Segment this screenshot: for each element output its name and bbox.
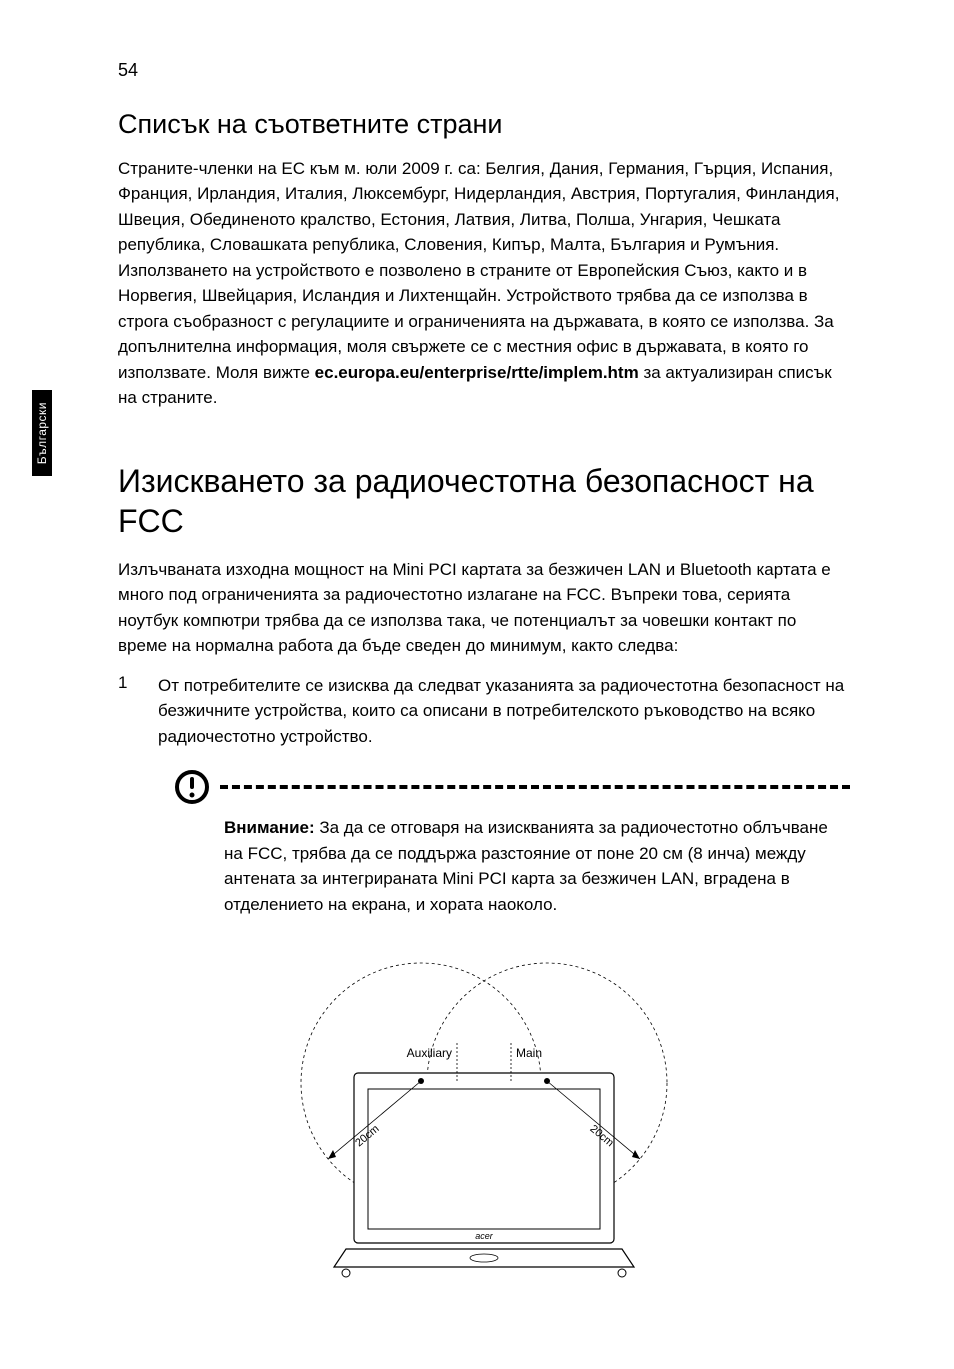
callout-header xyxy=(174,769,850,805)
aux-label: Auxiliary xyxy=(407,1046,452,1060)
page-content: Списък на съответните страни Страните-чл… xyxy=(118,108,850,1283)
section1-paragraph: Страните-членки на ЕС към м. юли 2009 г.… xyxy=(118,156,850,411)
language-side-label: Български xyxy=(35,402,49,464)
section1-url: ec.europa.eu/enterprise/rtte/implem.htm xyxy=(315,363,639,382)
attention-icon xyxy=(174,769,210,805)
attention-callout: Внимание: За да се отговаря на изисквани… xyxy=(174,769,850,917)
laptop-antenna-svg: acer Auxiliary Main 20cm 20cm xyxy=(254,953,714,1283)
list-text: От потребителите се изисква да следват у… xyxy=(158,673,850,750)
callout-dash-line xyxy=(220,785,850,789)
aux-radius-arrow xyxy=(328,1150,336,1159)
antenna-diagram: acer Auxiliary Main 20cm 20cm xyxy=(118,953,850,1283)
callout-body: Внимание: За да се отговаря на изисквани… xyxy=(224,815,850,917)
foot-right xyxy=(618,1269,626,1277)
list-number: 1 xyxy=(118,673,130,750)
callout-label: Внимание: xyxy=(224,818,315,837)
section2-heading: Изискването за радиочестотна безопасност… xyxy=(118,461,850,541)
language-side-tab: Български xyxy=(32,390,52,476)
section2-paragraph: Излъчваната изходна мощност на Mini PCI … xyxy=(118,557,850,659)
page-number: 54 xyxy=(118,60,138,81)
section1-text-a: Страните-членки на ЕС към м. юли 2009 г.… xyxy=(118,159,839,382)
callout-text: За да се отговаря на изискванията за рад… xyxy=(224,818,828,914)
main-radius-arrow xyxy=(632,1150,640,1159)
laptop-latch xyxy=(470,1254,498,1262)
main-label: Main xyxy=(516,1046,542,1060)
list-item-1: 1 От потребителите се изисква да следват… xyxy=(118,673,850,750)
brand-label: acer xyxy=(475,1231,494,1241)
laptop-screen-inner xyxy=(368,1089,600,1229)
section1-heading: Списък на съответните страни xyxy=(118,108,850,142)
foot-left xyxy=(342,1269,350,1277)
